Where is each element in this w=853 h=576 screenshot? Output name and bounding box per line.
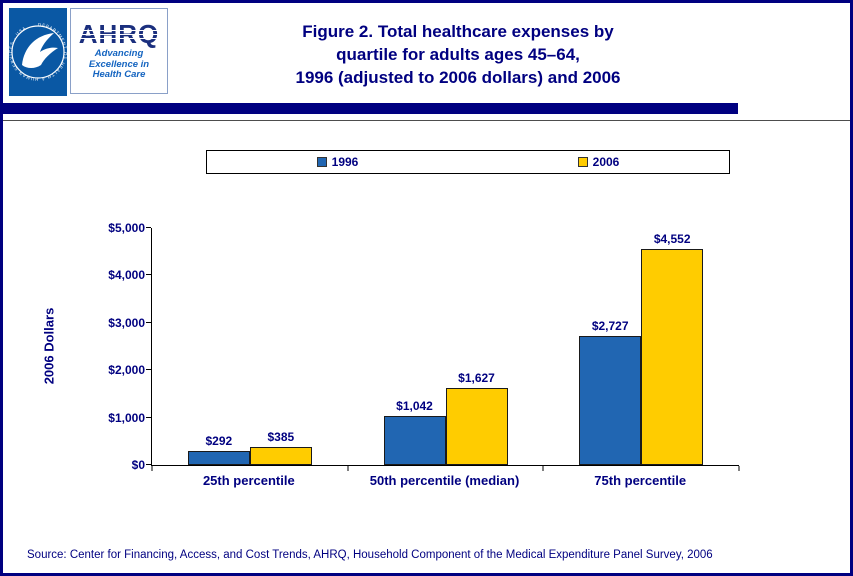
hhs-eagle-icon [22,33,58,68]
x-axis-labels: 25th percentile 50th percentile (median) 7… [151,473,738,488]
bar-2006-2: $1,627 [445,371,508,465]
x-tick-mark [738,466,740,471]
y-tick-label: $0 [131,458,145,472]
bar-groups: $292 $385 $1,042 $1,627 $2,727 $4,552 [152,228,739,465]
bar-value-label: $1,042 [396,399,433,413]
y-tick-mark [146,227,151,228]
legend: 1996 2006 [206,150,730,174]
bar [641,249,704,465]
x-tick-mark [347,466,349,471]
bar-group-2: $1,042 $1,627 [348,371,544,465]
ahrq-logo: AHRQ Advancing Excellence in Health Care [70,8,168,94]
y-tick-label: $1,000 [108,411,145,425]
y-tick-mark [146,369,151,370]
legend-item-2006: 2006 [468,155,729,169]
ahrq-logo-wordmark: AHRQ [74,21,164,47]
hhs-logo: DEPARTMENT OF HEALTH & HUMAN SERVICES · … [9,8,67,96]
header-divider-bar [3,103,738,114]
bar [383,416,446,465]
legend-swatch-2006 [577,157,588,167]
y-tick-label: $5,000 [108,221,145,235]
y-tick-mark [146,274,151,275]
x-axis-label: 50th percentile (median) [369,473,520,488]
ahrq-tagline-line: Health Care [92,69,146,81]
plot-area: $292 $385 $1,042 $1,627 $2,727 $4,552 [146,227,740,471]
y-tick-label: $2,000 [108,363,145,377]
bar-2006-3: $4,552 [641,232,704,465]
bar-value-label: $1,627 [458,371,495,385]
bar-group-3: $2,727 $4,552 [543,232,739,465]
bar [249,447,312,465]
x-tick-mark [542,466,544,471]
legend-swatch-1996 [316,157,327,167]
y-axis-title: 2006 Dollars [41,307,57,385]
bar-value-label: $4,552 [653,232,691,246]
x-axis-label: 25th percentile [202,473,295,488]
page-title: Figure 2. Total healthcare expenses by q… [178,21,738,90]
x-tick-mark [151,466,153,471]
bar-1996-1: $292 [187,434,250,465]
bar-value-label: $385 [267,430,295,444]
legend-item-1996: 1996 [207,155,468,169]
y-axis-labels: $0 $1,000 $2,000 $3,000 $4,000 $5,000 [61,221,145,472]
bar-1996-3: $2,727 [579,319,642,465]
y-tick-label: $3,000 [108,316,145,330]
title-line-3: 1996 (adjusted to 2006 dollars) and 2006 [295,67,621,87]
legend-label-2006: 2006 [592,155,620,169]
bar-group-1: $292 $385 [152,430,348,465]
logo-group: DEPARTMENT OF HEALTH & HUMAN SERVICES · … [9,8,168,96]
title-line-2: quartile for adults ages 45–64, [336,44,580,64]
bar-value-label: $2,727 [591,319,629,333]
title-line-1: Figure 2. Total healthcare expenses by [302,22,614,41]
x-axis-label: 75th percentile [594,473,687,488]
header-divider-line [3,120,850,121]
hhs-seal-ring [11,25,65,79]
y-tick-mark [146,464,151,465]
legend-label-1996: 1996 [331,155,359,169]
y-tick-label: $4,000 [108,268,145,282]
bar-value-label: $292 [205,434,233,448]
ahrq-tagline-line: Excellence in [88,58,150,70]
bar-1996-2: $1,042 [383,399,446,465]
bar-2006-1: $385 [249,430,312,465]
source-note: Source: Center for Financing, Access, an… [27,549,713,561]
y-tick-mark [146,417,151,418]
ahrq-tagline-line: Advancing [94,47,144,59]
y-tick-mark [146,322,151,323]
bar [579,336,642,465]
bar [187,451,250,465]
bar [445,388,508,465]
